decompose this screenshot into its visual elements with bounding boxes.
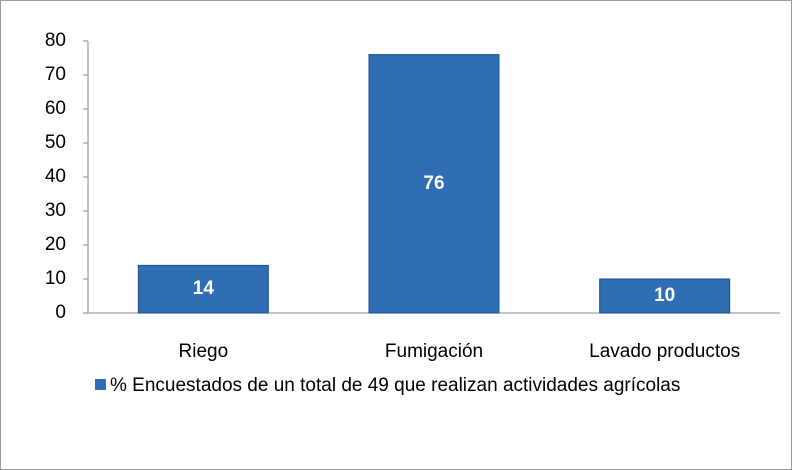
bar xyxy=(599,278,731,314)
x-tick-label: Riego xyxy=(179,341,229,362)
y-tick-label: 80 xyxy=(45,30,66,51)
y-tick-label: 70 xyxy=(45,64,66,85)
legend-label: % Encuestados de un total de 49 que real… xyxy=(110,375,681,396)
y-tick-label: 40 xyxy=(45,166,66,187)
y-tick-label: 10 xyxy=(45,268,66,289)
y-tick-label: 20 xyxy=(45,234,66,255)
x-tick-label: Fumigación xyxy=(385,341,483,362)
y-tick-label: 60 xyxy=(45,98,66,119)
x-tick-label: Lavado productos xyxy=(589,341,740,362)
bar xyxy=(137,264,269,314)
y-tick-label: 30 xyxy=(45,200,66,221)
data-label: 10 xyxy=(654,285,675,306)
legend-key xyxy=(95,379,106,390)
data-label: 14 xyxy=(193,278,215,299)
data-label: 76 xyxy=(423,173,444,194)
y-tick-label: 0 xyxy=(55,302,66,323)
y-tick-label: 50 xyxy=(45,132,66,153)
bar xyxy=(368,54,500,314)
legend: % Encuestados de un total de 49 que real… xyxy=(95,372,745,399)
